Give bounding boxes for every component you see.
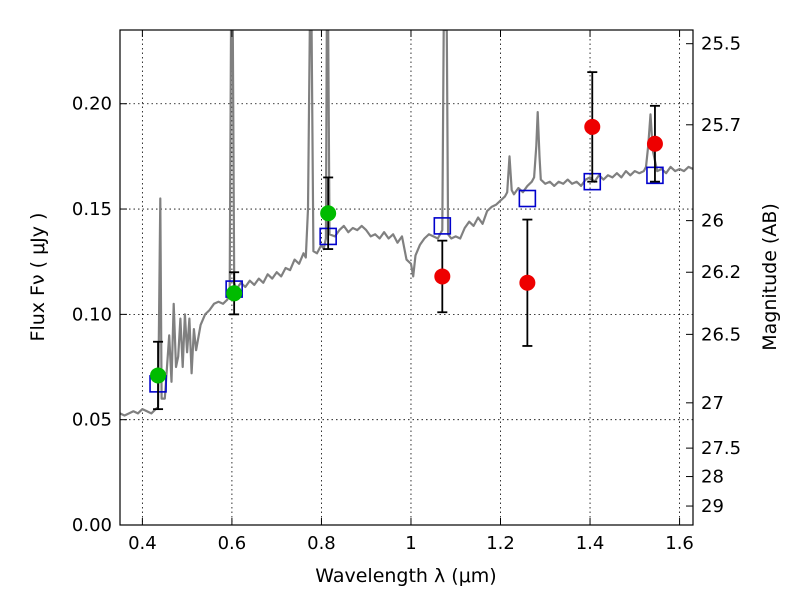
x-tick-label: 0.8 bbox=[307, 533, 336, 554]
y-tick-label: 0.10 bbox=[72, 304, 112, 325]
x-tick-label: 0.6 bbox=[218, 533, 247, 554]
x-tick-label: 0.4 bbox=[128, 533, 157, 554]
y-tick-label: 0.00 bbox=[72, 515, 112, 536]
plot-frame bbox=[119, 29, 694, 526]
mag-tick-label: 26.5 bbox=[701, 324, 741, 345]
red-point bbox=[584, 118, 601, 135]
spectrum-line bbox=[120, 30, 693, 417]
mag-tick-label: 26 bbox=[701, 211, 724, 232]
model-square bbox=[433, 217, 452, 235]
mag-tick-label: 26.2 bbox=[701, 262, 741, 283]
y-tick-label: 0.20 bbox=[72, 94, 112, 115]
red-point bbox=[434, 268, 451, 285]
green-point bbox=[226, 285, 243, 302]
green-point bbox=[320, 205, 337, 222]
x-tick-label: 1 bbox=[405, 533, 416, 554]
y-axis-title: Flux Fν ( μJy ) bbox=[27, 213, 49, 342]
green-point bbox=[150, 367, 167, 384]
data-layer bbox=[120, 30, 693, 417]
x-tick-label: 1.2 bbox=[486, 533, 515, 554]
x-tick-label: 1.6 bbox=[665, 533, 694, 554]
mag-tick-label: 25.5 bbox=[701, 34, 741, 55]
y-tick-label: 0.05 bbox=[72, 410, 112, 431]
y-tick-label: 0.15 bbox=[72, 199, 112, 220]
mag-tick-label: 27.5 bbox=[701, 438, 741, 459]
y-axis-right-title: Magnitude (AB) bbox=[759, 203, 781, 351]
mag-tick-label: 27 bbox=[701, 393, 724, 414]
mag-tick-label: 29 bbox=[701, 496, 724, 517]
x-axis-title: Wavelength λ (μm) bbox=[315, 565, 496, 587]
model-square bbox=[518, 189, 537, 208]
red-point bbox=[646, 135, 663, 152]
x-tick-label: 1.4 bbox=[576, 533, 605, 554]
red-point bbox=[519, 274, 536, 291]
grid bbox=[120, 30, 693, 526]
mag-tick-label: 25.7 bbox=[701, 115, 741, 136]
axes: 0.4 0.6 0.8 1 1.2 1.4 1.6 0.00 0.05 0.10 0.15 0.20 2… bbox=[72, 30, 741, 554]
mag-tick-label: 28 bbox=[701, 467, 724, 488]
